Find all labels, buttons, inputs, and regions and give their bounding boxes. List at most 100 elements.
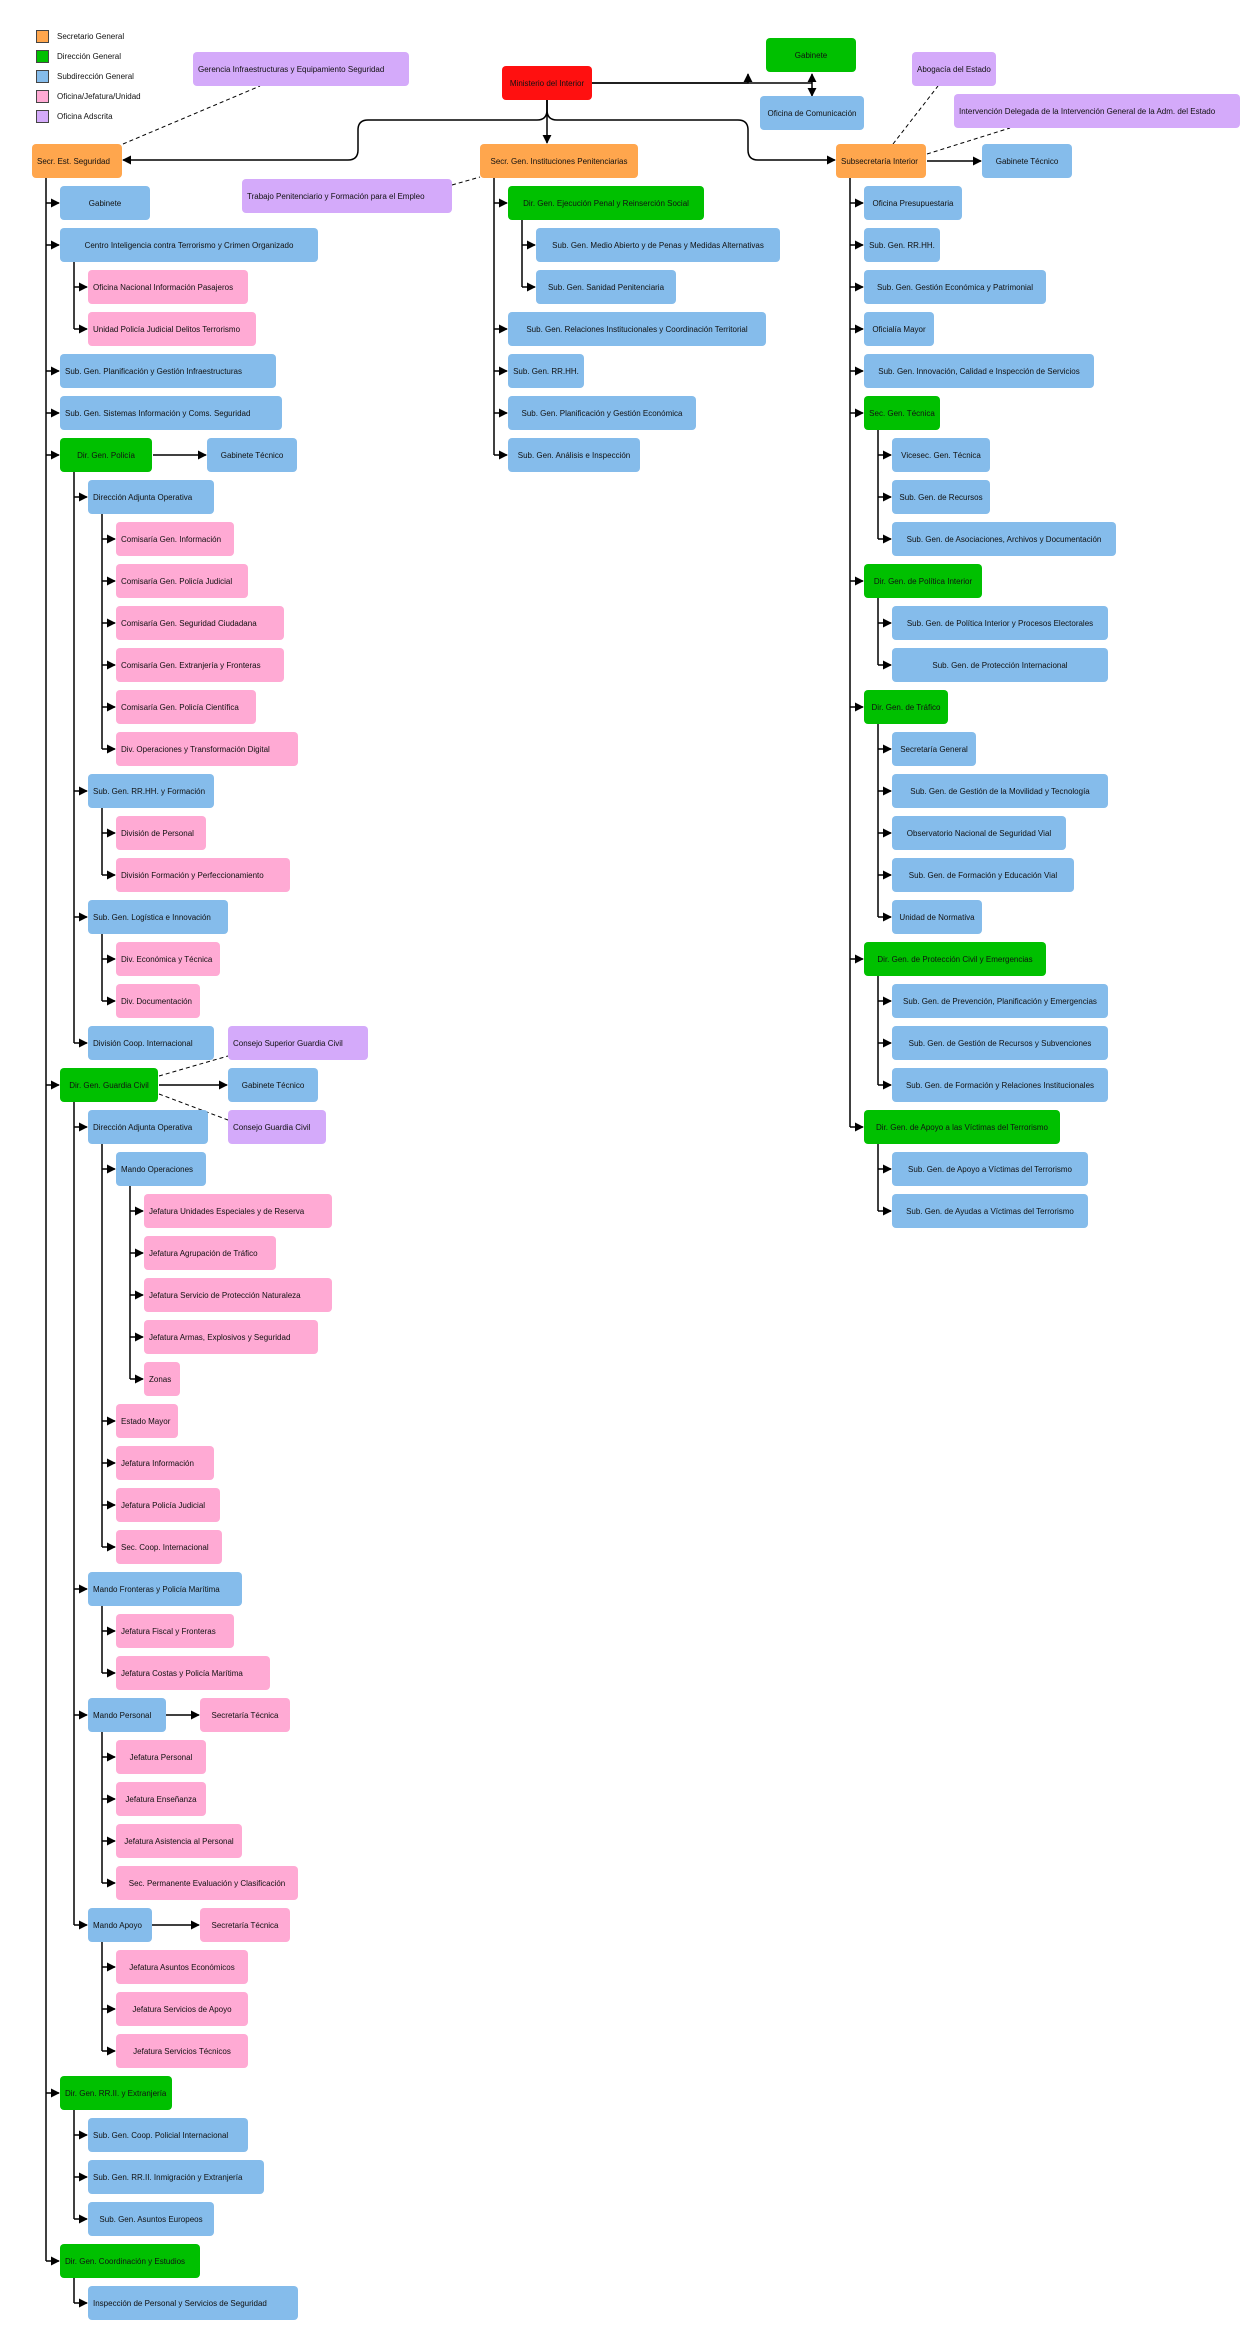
node-sgip: Secr. Gen. Instituciones Penitenciarias <box>480 144 638 178</box>
node-ofi-presup: Oficina Presupuestaria <box>864 186 962 220</box>
node-gc-j-asistencia: Jefatura Asistencia al Personal <box>116 1824 242 1858</box>
node-dg-victimas: Dir. Gen. de Apoyo a las Víctimas del Te… <box>864 1110 1060 1144</box>
node-sg-medio-abierto: Sub. Gen. Medio Abierto y de Penas y Med… <box>536 228 780 262</box>
node-gc-mando-pers: Mando Personal <box>88 1698 166 1732</box>
node-si-rrhh: Sub. Gen. RR.HH. <box>864 228 940 262</box>
legend-swatch <box>36 110 49 123</box>
legend-label: Oficina/Jefatura/Unidad <box>57 92 141 101</box>
node-gab-tec-gc: Gabinete Técnico <box>228 1068 318 1102</box>
node-pi-sg-prot-int: Sub. Gen. de Protección Internacional <box>892 648 1108 682</box>
node-vicesec: Vicesec. Gen. Técnica <box>892 438 990 472</box>
node-oficialia: Oficialía Mayor <box>864 312 934 346</box>
node-p-sg-rrhh: Sub. Gen. RR.HH. y Formación <box>88 774 214 808</box>
legend-item: Oficina Adscrita <box>36 110 113 123</box>
node-p-com-info: Comisaría Gen. Información <box>116 522 234 556</box>
node-p-div-doc: Div. Documentación <box>116 984 200 1018</box>
node-consejo-sup-gc: Consejo Superior Guardia Civil <box>228 1026 368 1060</box>
node-sg-planif-econ-pen: Sub. Gen. Planificación y Gestión Económ… <box>508 396 696 430</box>
node-p-com-ext: Comisaría Gen. Extranjería y Fronteras <box>116 648 284 682</box>
connector <box>592 73 753 84</box>
node-gc-j-armas: Jefatura Armas, Explosivos y Seguridad <box>144 1320 318 1354</box>
node-sgt-asoc: Sub. Gen. de Asociaciones, Archivos y Do… <box>892 522 1116 556</box>
node-ses: Secr. Est. Seguridad <box>32 144 122 178</box>
legend-label: Dirección General <box>57 52 122 61</box>
node-ses-gabinete: Gabinete <box>60 186 150 220</box>
legend-swatch <box>36 70 49 83</box>
node-p-div-form: División Formación y Perfeccionamiento <box>116 858 290 892</box>
node-sg-rel-inst-pen: Sub. Gen. Relaciones Institucionales y C… <box>508 312 766 346</box>
node-gc-j-seprona: Jefatura Servicio de Protección Naturale… <box>144 1278 332 1312</box>
node-sg-sist-info: Sub. Gen. Sistemas Información y Coms. S… <box>60 396 282 430</box>
node-pc-sg-formacion: Sub. Gen. de Formación y Relaciones Inst… <box>892 1068 1108 1102</box>
node-gc-sec-perm: Sec. Permanente Evaluación y Clasificaci… <box>116 1866 298 1900</box>
node-p-sg-log: Sub. Gen. Logística e Innovación <box>88 900 228 934</box>
node-gc-j-trafico: Jefatura Agrupación de Tráfico <box>144 1236 276 1270</box>
dashed-connector <box>122 85 261 145</box>
connector <box>546 100 836 165</box>
legend-item: Subdirección General <box>36 70 134 83</box>
node-dg-ejec-penal: Dir. Gen. Ejecución Penal y Reinserción … <box>508 186 704 220</box>
legend-swatch <box>36 90 49 103</box>
node-upjdt: Unidad Policía Judicial Delitos Terroris… <box>88 312 256 346</box>
node-gc-j-costas: Jefatura Costas y Policía Marítima <box>116 1656 270 1690</box>
node-sg-rrhh-pen: Sub. Gen. RR.HH. <box>508 354 584 388</box>
node-dg-policia: Dir. Gen. Policía <box>60 438 152 472</box>
node-trabajo-pen: Trabajo Penitenciario y Formación para e… <box>242 179 452 213</box>
node-dg-pol-int: Dir. Gen. de Política Interior <box>864 564 982 598</box>
node-si-innov: Sub. Gen. Innovación, Calidad e Inspecci… <box>864 354 1094 388</box>
node-gc-j-fiscal: Jefatura Fiscal y Fronteras <box>116 1614 234 1648</box>
node-gc-sec-tec-2: Secretaría Técnica <box>200 1908 290 1942</box>
legend-label: Oficina Adscrita <box>57 112 113 121</box>
node-si-gest-econ: Sub. Gen. Gestión Económica y Patrimonia… <box>864 270 1046 304</box>
node-dg-trafico: Dir. Gen. de Tráfico <box>864 690 948 724</box>
node-sec-gen-tec: Sec. Gen. Técnica <box>864 396 940 430</box>
node-p-div-personal: División de Personal <box>116 816 206 850</box>
node-rrii-sg-eu: Sub. Gen. Asuntos Europeos <box>88 2202 214 2236</box>
legend-item: Oficina/Jefatura/Unidad <box>36 90 141 103</box>
node-p-com-sc: Comisaría Gen. Seguridad Ciudadana <box>116 606 284 640</box>
dashed-connector <box>926 127 1011 155</box>
node-gabinete-top: Gabinete <box>766 38 856 72</box>
node-p-div-oper: Div. Operaciones y Transformación Digita… <box>116 732 298 766</box>
node-gc-j-ensenanza: Jefatura Enseñanza <box>116 1782 206 1816</box>
node-sg-analisis-pen: Sub. Gen. Análisis e Inspección <box>508 438 640 472</box>
node-tr-normativa: Unidad de Normativa <box>892 900 982 934</box>
legend-label: Subdirección General <box>57 72 134 81</box>
node-onip: Oficina Nacional Información Pasajeros <box>88 270 248 304</box>
legend-label: Secretario General <box>57 32 125 41</box>
node-abogacia: Abogacía del Estado <box>912 52 996 86</box>
node-subint: Subsecretaría Interior <box>836 144 926 178</box>
node-gc-zonas: Zonas <box>144 1362 180 1396</box>
node-rrii-sg-inmig: Sub. Gen. RR.II. Inmigración y Extranjer… <box>88 2160 264 2194</box>
node-dg-gc: Dir. Gen. Guardia Civil <box>60 1068 158 1102</box>
node-p-com-cient: Comisaría Gen. Policía Científica <box>116 690 256 724</box>
dashed-connector <box>158 1093 229 1121</box>
node-gc-dao: Dirección Adjunta Operativa <box>88 1110 208 1144</box>
node-dg-prot-civil: Dir. Gen. de Protección Civil y Emergenc… <box>864 942 1046 976</box>
node-p-div-coop: División Coop. Internacional <box>88 1026 214 1060</box>
node-pc-sg-recursos: Sub. Gen. de Gestión de Recursos y Subve… <box>892 1026 1108 1060</box>
node-pi-sg-procesos: Sub. Gen. de Política Interior y Proceso… <box>892 606 1108 640</box>
node-tr-sg-movilidad: Sub. Gen. de Gestión de la Movilidad y T… <box>892 774 1108 808</box>
node-sg-planif-infra: Sub. Gen. Planificación y Gestión Infrae… <box>60 354 276 388</box>
node-sg-sanidad-pen: Sub. Gen. Sanidad Penitenciaria <box>536 270 676 304</box>
dashed-connector <box>892 85 939 145</box>
node-gc-j-serv-tec: Jefatura Servicios Técnicos <box>116 2034 248 2068</box>
node-sgt-recursos: Sub. Gen. de Recursos <box>892 480 990 514</box>
node-p-div-econ: Div. Económica y Técnica <box>116 942 220 976</box>
legend-item: Secretario General <box>36 30 124 43</box>
node-tr-sec-gen: Secretaría General <box>892 732 976 766</box>
node-gc-sec-coop: Sec. Coop. Internacional <box>116 1530 222 1564</box>
legend-swatch <box>36 30 49 43</box>
node-gc-j-asuntos: Jefatura Asuntos Económicos <box>116 1950 248 1984</box>
node-gab-tec-subint: Gabinete Técnico <box>982 144 1072 178</box>
node-gc-j-info: Jefatura Información <box>116 1446 214 1480</box>
node-oficina-comunicacion: Oficina de Comunicación <box>760 96 864 130</box>
node-gc-j-personal: Jefatura Personal <box>116 1740 206 1774</box>
node-pc-sg-prev: Sub. Gen. de Prevención, Planificación y… <box>892 984 1108 1018</box>
node-dg-coord: Dir. Gen. Coordinación y Estudios <box>60 2244 200 2278</box>
node-gc-j-uer: Jefatura Unidades Especiales y de Reserv… <box>144 1194 332 1228</box>
node-gc-estado-mayor: Estado Mayor <box>116 1404 178 1438</box>
